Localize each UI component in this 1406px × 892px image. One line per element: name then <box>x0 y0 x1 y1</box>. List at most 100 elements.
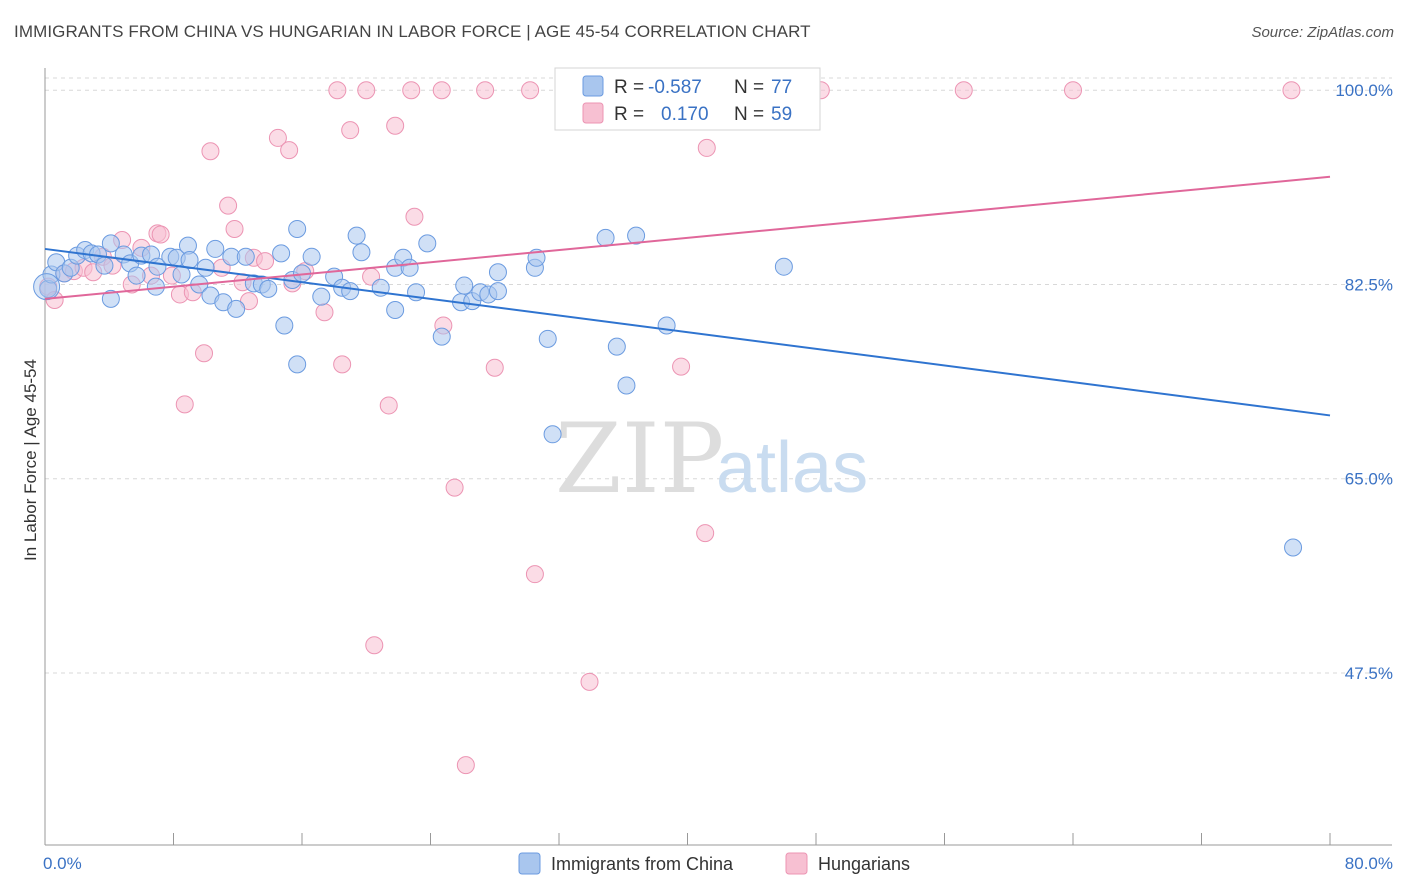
legend-r-value-china: -0.587 <box>648 77 702 98</box>
point-hungarians-16 <box>175 395 194 414</box>
point-china-72 <box>774 257 793 276</box>
point-hungarians-27 <box>268 128 287 147</box>
point-china-55 <box>432 327 451 346</box>
point-china-65 <box>538 329 557 348</box>
legend-r-value-hungarians: 0.170 <box>661 104 709 125</box>
bottom-legend-label-hungarians: Hungarians <box>818 854 910 874</box>
point-china-42 <box>312 287 331 306</box>
point-china-35 <box>272 244 291 263</box>
point-china-31 <box>236 247 255 266</box>
point-hungarians-32 <box>328 81 347 100</box>
point-hungarians-38 <box>386 116 405 135</box>
point-china-70 <box>627 226 646 245</box>
legend-n-label-hungarians: N = <box>734 104 764 125</box>
y-tick-label-0: 100.0% <box>1335 81 1393 100</box>
point-hungarians-59 <box>365 636 384 655</box>
x-tick-labels: 0.0% 80.0% <box>43 854 1393 873</box>
point-hungarians-57 <box>1064 81 1082 100</box>
point-hungarians-54 <box>697 138 716 157</box>
point-hungarians-21 <box>219 196 238 215</box>
point-china-36 <box>275 316 294 335</box>
point-china-71 <box>657 316 676 335</box>
bottom-legend-label-china: Immigrants from China <box>551 854 734 874</box>
point-hungarians-34 <box>341 121 360 140</box>
point-china-50 <box>386 300 405 319</box>
point-china-57 <box>455 276 474 295</box>
point-china-68 <box>607 337 626 356</box>
x-tick-label-1: 80.0% <box>1345 854 1393 873</box>
point-china-62 <box>488 282 507 301</box>
trend-line-hungarians <box>44 175 1331 300</box>
point-china-17 <box>146 277 165 296</box>
point-hungarians-44 <box>456 756 475 775</box>
point-hungarians-37 <box>379 396 398 415</box>
point-hungarians-13 <box>151 225 170 244</box>
point-china-38 <box>288 219 307 238</box>
point-china-47 <box>352 243 371 262</box>
axes <box>44 68 1392 846</box>
series-legend: Immigrants from China Hungarians <box>518 852 910 875</box>
point-hungarians-41 <box>432 81 451 100</box>
point-hungarians-18 <box>195 344 214 363</box>
point-hungarians-45 <box>476 81 495 100</box>
point-hungarians-50 <box>580 672 599 691</box>
point-china-61 <box>488 263 507 282</box>
legend-n-label-china: N = <box>734 77 764 98</box>
point-china-9 <box>95 256 114 275</box>
point-china-45 <box>341 282 360 301</box>
point-hungarians-40 <box>405 207 424 226</box>
watermark: ZIP atlas <box>555 403 868 515</box>
point-hungarians-31 <box>315 303 334 322</box>
legend-n-value-china: 77 <box>771 77 792 98</box>
point-china-69 <box>617 376 636 395</box>
point-hungarians-52 <box>672 357 691 376</box>
point-china-11 <box>101 234 120 253</box>
trend-lines <box>44 175 1331 417</box>
point-china-52 <box>400 258 419 277</box>
point-hungarians-19 <box>201 142 220 161</box>
point-hungarians-58 <box>1282 81 1301 100</box>
watermark-zip: ZIP <box>555 403 724 515</box>
point-hungarians-48 <box>525 565 544 584</box>
point-china-27 <box>206 239 225 258</box>
point-china-73 <box>1284 538 1303 557</box>
point-hungarians-46 <box>485 358 504 377</box>
bottom-legend-swatch-hungarians <box>785 852 808 875</box>
point-hungarians-47 <box>521 81 540 100</box>
stats-legend: R = -0.587 N = 77 R = 0.170 N = 59 <box>554 67 821 131</box>
point-china-54 <box>418 234 437 253</box>
point-hungarians-22 <box>225 219 244 238</box>
point-hungarians-43 <box>445 478 464 497</box>
point-hungarians-53 <box>696 524 715 543</box>
chart-title: IMMIGRANTS FROM CHINA VS HUNGARIAN IN LA… <box>14 22 811 41</box>
point-china-30 <box>227 299 246 318</box>
bottom-legend-swatch-china <box>518 852 541 875</box>
point-china-25 <box>196 258 215 277</box>
point-china-39 <box>288 355 307 374</box>
point-hungarians-26 <box>256 252 275 271</box>
point-hungarians-33 <box>333 355 352 374</box>
point-china-67 <box>596 228 615 247</box>
point-china-66 <box>543 425 562 444</box>
y-tick-label-2: 65.0% <box>1345 470 1393 489</box>
watermark-atlas: atlas <box>716 428 868 508</box>
legend-r-label-china: R = <box>614 77 644 98</box>
source-label: Source: ZipAtlas.com <box>1251 24 1394 41</box>
gridlines <box>45 77 1392 674</box>
point-china-41 <box>302 247 321 266</box>
legend-n-value-hungarians: 59 <box>771 104 792 125</box>
y-tick-label-3: 47.5% <box>1345 664 1393 683</box>
point-china-10 <box>101 289 120 308</box>
y-axis-label: In Labor Force | Age 45-54 <box>21 359 40 561</box>
point-hungarians-56 <box>954 81 973 100</box>
point-hungarians-39 <box>402 81 421 100</box>
trend-line-china <box>44 247 1331 417</box>
legend-swatch-china <box>582 75 604 97</box>
legend-r-label-hungarians: R = <box>614 104 644 125</box>
point-china-34 <box>259 279 278 298</box>
point-china-14 <box>127 266 146 285</box>
point-hungarians-35 <box>357 81 376 100</box>
point-china-large <box>33 273 61 301</box>
legend-swatch-hungarians <box>582 102 604 124</box>
